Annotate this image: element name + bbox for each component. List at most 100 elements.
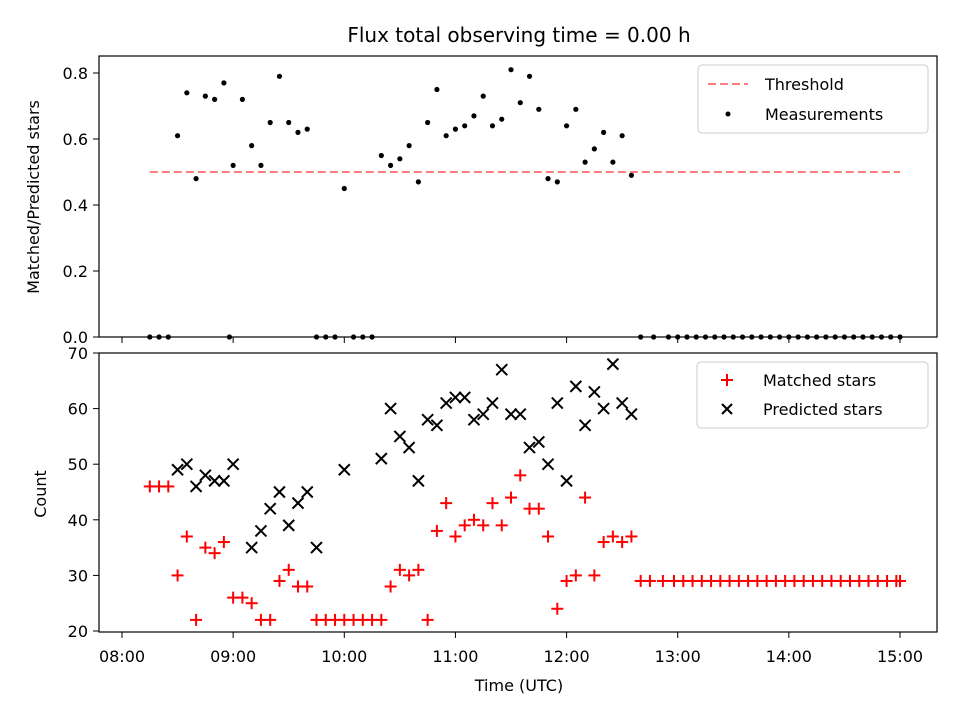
measurement-point (591, 146, 597, 152)
matched-star-point (514, 469, 527, 482)
matched-star-point (208, 547, 221, 560)
measurements-legend-swatch (725, 111, 731, 117)
matched-star-point (588, 569, 601, 582)
measurement-point (582, 159, 588, 165)
matched-star-point (217, 536, 230, 549)
matched-star-point (616, 536, 629, 549)
measurement-point (536, 106, 542, 112)
predicted-star-point (412, 474, 425, 488)
top-y-axis-label: Matched/Predicted stars (24, 100, 43, 294)
measurement-point (480, 93, 486, 99)
matched-star-point (301, 580, 314, 593)
measurement-point (619, 133, 625, 139)
measurement-point (387, 162, 394, 168)
measurement-point (258, 162, 264, 168)
matched-stars-points (143, 469, 906, 626)
measurement-point (434, 86, 440, 93)
measurement-point (452, 126, 459, 132)
bottom-x-tick-label: 12:00 (544, 647, 590, 666)
top-y-tick-label: 0.2 (63, 262, 88, 281)
top-y-tick-label: 0.4 (63, 196, 88, 215)
matched-star-point (894, 574, 906, 587)
matched-star-point (606, 530, 619, 543)
predicted-star-point (458, 391, 471, 404)
measurement-point (425, 119, 431, 126)
measurement-point (462, 123, 468, 129)
predicted-star-point (291, 496, 305, 510)
top-panel: Flux total observing time = 0.00 h 0.00.… (24, 23, 938, 347)
matched-star-point (421, 613, 434, 626)
predicted-star-point (625, 407, 638, 421)
predicted-star-point (402, 441, 416, 454)
top-y-tick-label: 0.8 (63, 64, 88, 83)
measurement-point (554, 179, 560, 185)
predicted-star-point (282, 519, 295, 532)
measurement-point (415, 179, 421, 185)
predicted-star-point (449, 391, 462, 404)
predicted-star-point (578, 419, 592, 432)
measurements-legend-label: Measurements (765, 105, 883, 124)
predicted-star-point (421, 413, 434, 426)
measurement-point (295, 129, 301, 135)
bottom-ticks: 20 30 40 50 60 70 08:00 09:00 10:00 11:00 12:00 13:… (68, 344, 923, 666)
bottom-x-tick-label: 14:00 (766, 647, 812, 666)
bottom-y-tick-label: 60 (68, 400, 88, 419)
matched-star-point (430, 524, 443, 537)
bottom-panel: 20 30 40 50 60 70 08:00 09:00 10:00 11:00 12:00 13:… (31, 344, 938, 695)
measurement-point (230, 162, 236, 168)
predicted-star-point (615, 396, 629, 410)
matched-star-point (625, 530, 638, 543)
matched-star-point (393, 563, 406, 576)
predicted-legend-label: Predicted stars (763, 400, 883, 419)
bottom-y-tick-label: 50 (68, 455, 88, 474)
measurement-point (545, 176, 551, 182)
measurement-point (221, 80, 227, 86)
matched-star-point (569, 569, 582, 582)
predicted-star-point (560, 474, 573, 488)
predicted-star-point (514, 407, 527, 421)
top-axes-frame (98, 55, 938, 338)
measurement-point (397, 156, 403, 162)
matched-legend-label: Matched stars (763, 371, 876, 390)
predicted-star-point (495, 363, 508, 376)
matched-star-point (505, 491, 517, 504)
predicted-star-point (254, 524, 268, 538)
measurement-point (212, 96, 218, 102)
measurement-point (563, 123, 570, 129)
predicted-star-point (189, 480, 203, 493)
bottom-y-tick-label: 40 (68, 511, 88, 530)
measurement-point (508, 67, 514, 73)
measurement-point (378, 152, 384, 159)
top-y-tick-label: 0.0 (63, 328, 88, 347)
predicted-star-point (171, 463, 184, 476)
matched-star-point (171, 569, 184, 582)
matched-star-point (440, 497, 453, 510)
matched-star-point (273, 574, 286, 587)
bottom-x-tick-label: 08:00 (99, 647, 145, 666)
measurement-point (202, 93, 208, 99)
measurement-point (406, 143, 412, 149)
measurement-point (517, 100, 523, 106)
predicted-star-point (338, 463, 351, 476)
matched-star-point (532, 502, 545, 515)
predicted-star-point (486, 396, 499, 410)
matched-star-point (467, 513, 480, 526)
predicted-star-point (541, 457, 555, 471)
top-ticks: 0.0 0.2 0.4 0.6 0.8 (63, 64, 901, 347)
measurement-point (499, 116, 505, 122)
predicted-star-point (504, 407, 518, 421)
matched-star-point (199, 541, 212, 554)
matched-star-point (162, 480, 175, 493)
measurement-point (174, 133, 181, 139)
matched-star-point (560, 574, 573, 587)
matched-star-point (264, 613, 277, 626)
matched-star-point (643, 574, 656, 587)
bottom-x-tick-label: 09:00 (210, 647, 256, 666)
threshold-legend-label: Threshold (764, 75, 844, 94)
matched-star-point (458, 519, 471, 532)
measurement-point (471, 113, 477, 119)
predicted-star-point (588, 385, 601, 399)
measurement-point (341, 185, 347, 192)
matched-legend-swatch (721, 374, 733, 386)
